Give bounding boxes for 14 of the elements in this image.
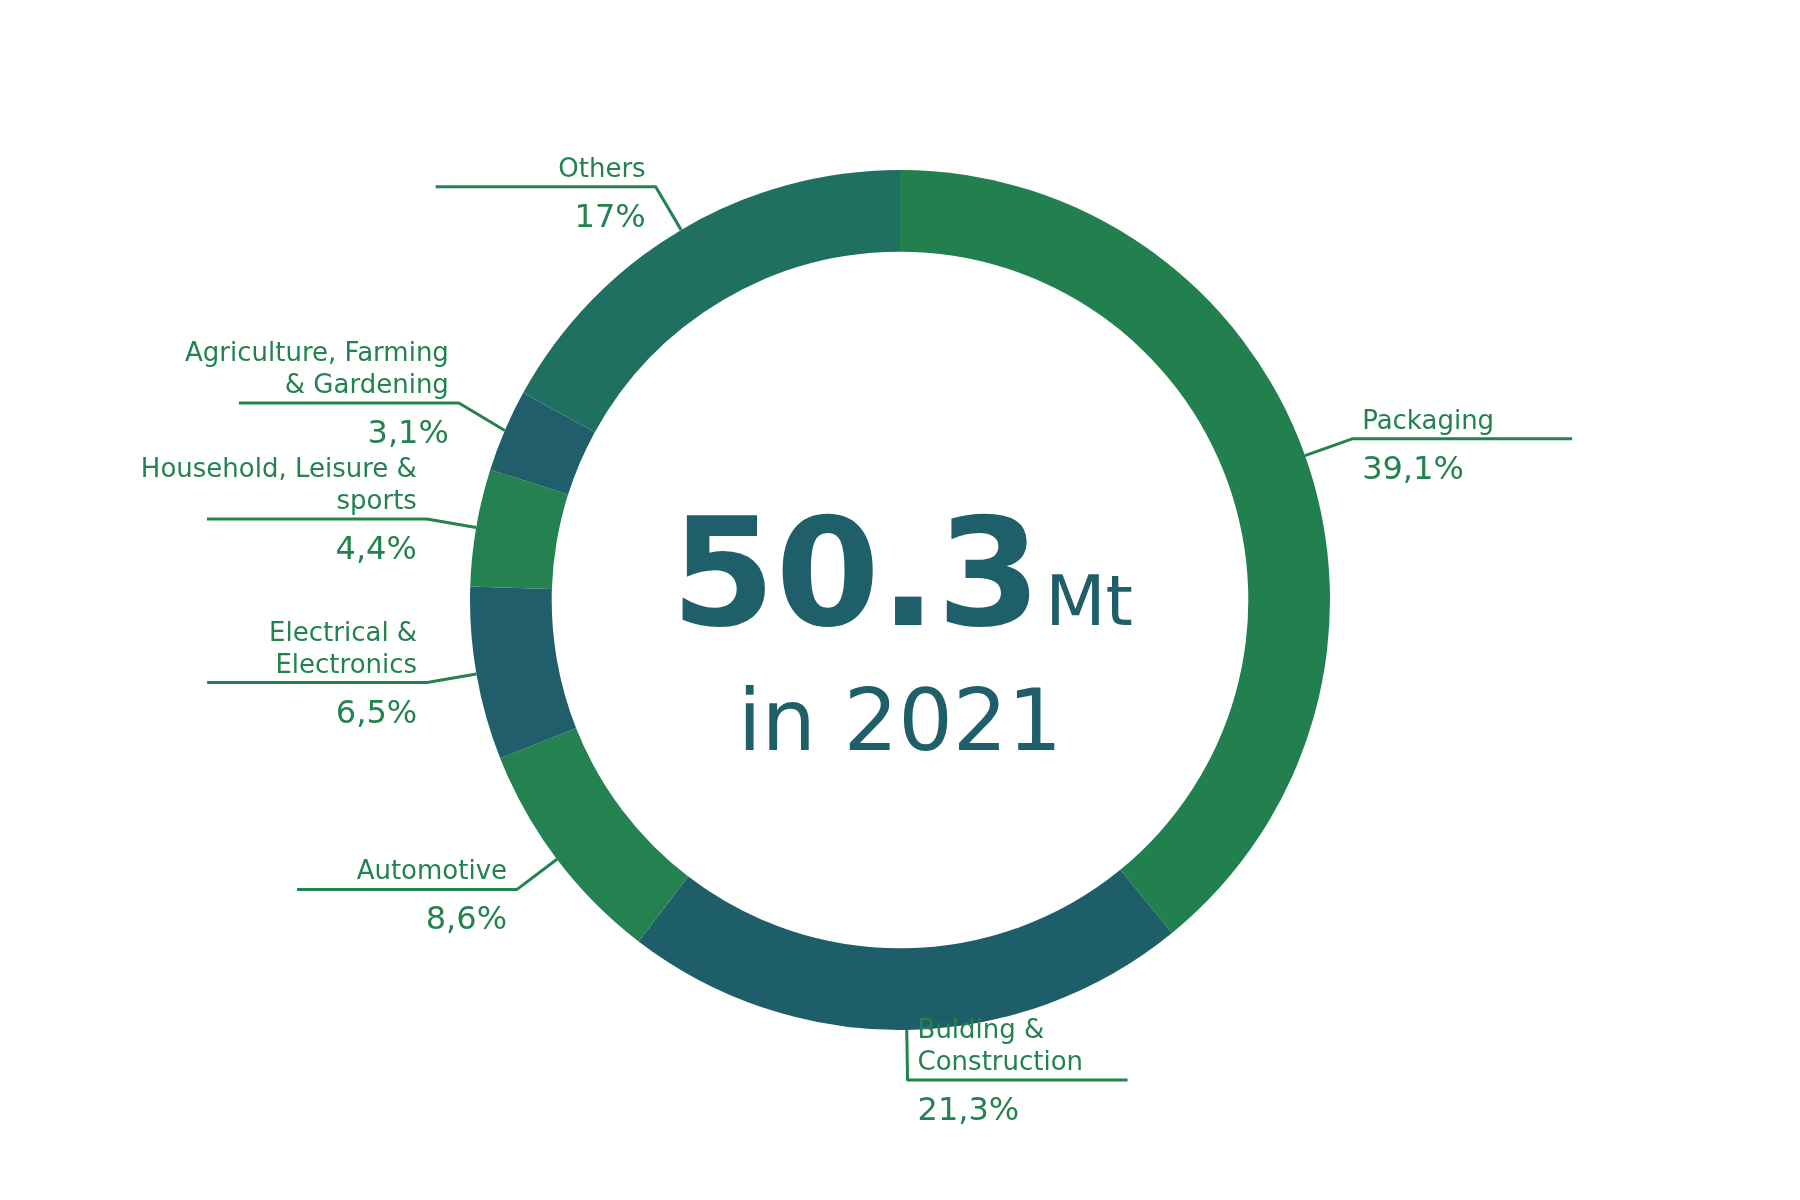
slice-label: Packaging	[1362, 404, 1495, 435]
slice-label: Others	[558, 152, 646, 183]
data-label: 6,5%	[335, 692, 418, 731]
text: in 2021	[737, 670, 1063, 770]
slice-label: Electrical & Electronics	[269, 616, 418, 679]
slice-label: Automotive	[356, 855, 508, 886]
slice-label: Agriculture, Farming & Gardening	[185, 336, 449, 399]
slice-label: Household, Leisure & sports	[140, 452, 417, 515]
data-label: 39,1%	[1362, 448, 1464, 487]
data-label: 4,4%	[335, 528, 417, 567]
data-label: 8,6%	[425, 899, 508, 938]
data-label: 21,3%	[917, 1089, 1020, 1128]
data-label: 17%	[574, 196, 646, 235]
data-label: 3,1%	[367, 412, 449, 451]
